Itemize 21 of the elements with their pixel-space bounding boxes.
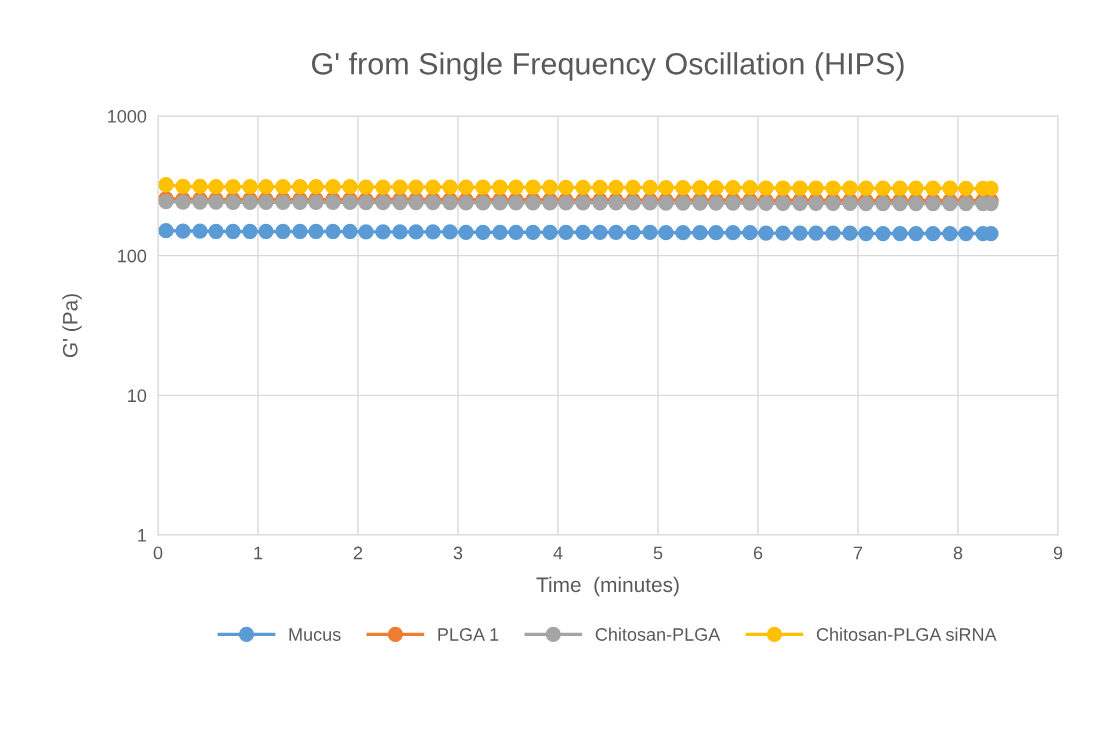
legend-label: Chitosan-PLGA siRNA xyxy=(816,627,997,641)
y-tick-label: 100 xyxy=(118,249,147,263)
y-axis-title: G' (Pa) xyxy=(62,294,82,358)
y-tick-label: 1000 xyxy=(108,109,147,123)
x-tick-label: 5 xyxy=(653,546,663,560)
x-tick-label: 9 xyxy=(1053,546,1063,560)
x-tick-label: 7 xyxy=(853,546,863,560)
x-tick-label: 0 xyxy=(153,546,163,560)
y-tick-label: 10 xyxy=(128,389,147,403)
x-tick-label: 3 xyxy=(453,546,463,560)
legend-label: PLGA 1 xyxy=(438,628,499,641)
x-tick-label: 8 xyxy=(953,546,963,560)
x-axis-title: Time (minutes) xyxy=(536,576,679,597)
x-tick-label: 1 xyxy=(254,546,263,560)
chart-title: G' from Single Frequency Oscillation (HIPS) xyxy=(312,52,904,81)
x-tick-label: 4 xyxy=(553,546,563,560)
x-tick-label: 2 xyxy=(353,546,363,560)
legend-label: Mucus xyxy=(289,628,341,641)
x-tick-label: 6 xyxy=(753,546,763,560)
legend-label: Chitosan-PLGA xyxy=(595,627,721,641)
y-tick-label: 1 xyxy=(138,529,147,542)
